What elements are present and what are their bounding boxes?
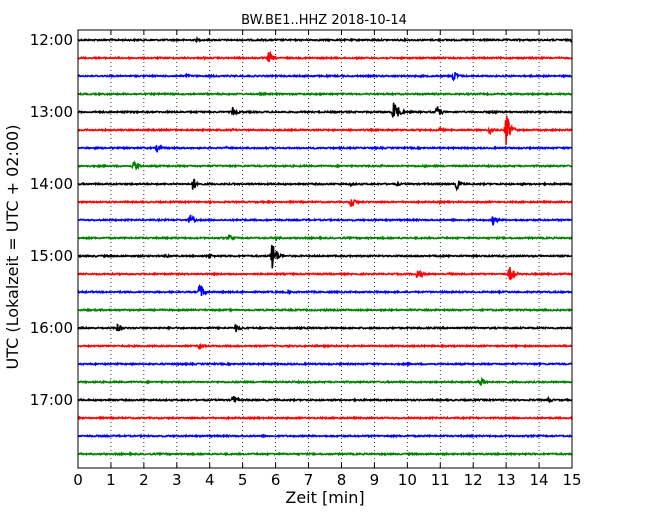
trace-row-1400 (77, 178, 573, 192)
x-tick-label: 5 (238, 471, 248, 489)
trace-row-1745 (77, 451, 573, 457)
x-tick-label: 2 (139, 471, 149, 489)
x-tick-label: 0 (73, 471, 83, 489)
trace-row-1430 (77, 214, 573, 226)
trace-row-1245 (77, 91, 573, 97)
trace-row-1215 (77, 50, 573, 63)
y-tick-labels: 12:00 13:00 14:00 15:00 16:00 17:00 (30, 31, 73, 409)
trace-row-1300 (77, 102, 573, 118)
x-axis-label: Zeit [min] (285, 488, 364, 507)
trace-row-1415 (77, 198, 573, 207)
trace-row-1715 (77, 415, 573, 421)
x-tick-label: 3 (172, 471, 182, 489)
trace-row-1445 (77, 234, 573, 241)
seismogram-traces (77, 35, 573, 457)
y-tick-label: 16:00 (30, 319, 73, 337)
trace-row-1230 (77, 72, 573, 82)
y-tick-label: 14:00 (30, 175, 73, 193)
x-tick-labels: 0 1 2 3 4 5 6 7 8 9 10 11 12 13 14 15 (73, 471, 581, 489)
trace-row-1730 (77, 433, 573, 439)
trace-row-1645 (77, 377, 573, 386)
y-tick-label: 17:00 (30, 391, 73, 409)
trace-row-1630 (77, 361, 573, 367)
y-tick-label: 15:00 (30, 247, 73, 265)
x-tick-label: 6 (271, 471, 281, 489)
axis-ticks (77, 30, 573, 468)
x-tick-label: 13 (497, 471, 516, 489)
x-tick-label: 11 (431, 471, 450, 489)
x-tick-label: 9 (370, 471, 380, 489)
x-tick-label: 12 (464, 471, 483, 489)
x-tick-label: 14 (530, 471, 549, 489)
y-axis-label: UTC (Lokalzeit = UTC + 02:00) (3, 125, 22, 370)
x-tick-label: 1 (106, 471, 116, 489)
x-tick-label: 4 (205, 471, 215, 489)
trace-row-1515 (77, 267, 573, 281)
x-tick-label: 7 (304, 471, 314, 489)
trace-row-1700 (77, 395, 573, 404)
trace-row-1345 (77, 160, 573, 171)
trace-row-1545 (77, 307, 573, 313)
trace-row-1315 (77, 115, 573, 145)
plot-frame (77, 29, 573, 469)
trace-row-1530 (77, 283, 573, 297)
trace-row-1200 (77, 35, 573, 44)
y-tick-label: 13:00 (30, 103, 73, 121)
trace-row-1600 (77, 323, 573, 333)
y-tick-label: 12:00 (30, 31, 73, 49)
x-tick-label: 10 (398, 471, 417, 489)
trace-row-1500 (77, 244, 573, 269)
x-tick-label: 8 (337, 471, 347, 489)
trace-row-1330 (77, 144, 573, 153)
trace-row-1615 (77, 342, 573, 351)
chart-title: BW.BE1..HHZ 2018-10-14 (241, 13, 407, 28)
x-tick-label: 15 (562, 471, 581, 489)
